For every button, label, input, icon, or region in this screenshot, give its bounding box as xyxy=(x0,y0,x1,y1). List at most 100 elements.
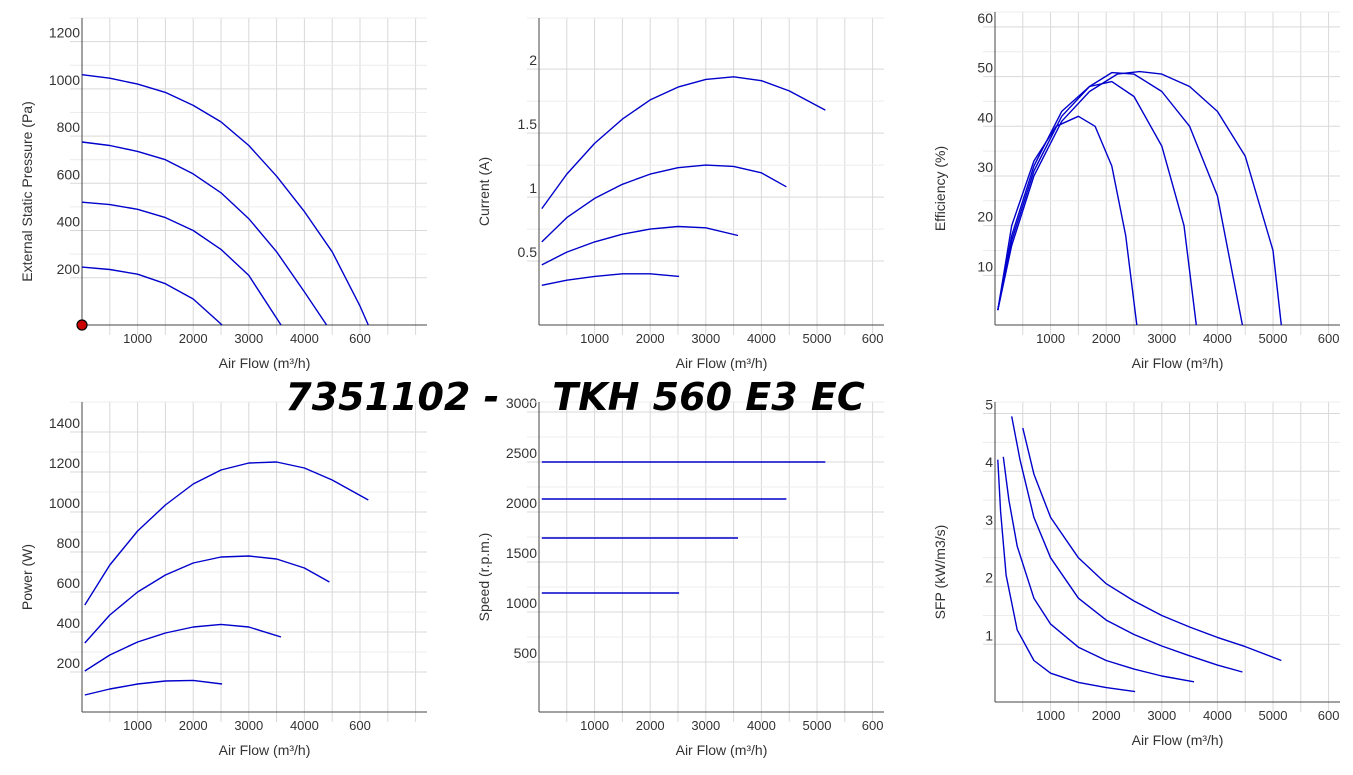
x-tick-label: 1000 xyxy=(123,331,152,346)
x-tick-label: 4000 xyxy=(290,331,319,346)
series-line-1 xyxy=(84,461,369,606)
x-axis-label: Air Flow (m³/h) xyxy=(1132,732,1224,748)
x-tick-label: 1000 xyxy=(580,331,609,346)
x-tick-label: 2000 xyxy=(179,331,208,346)
y-tick-label: 400 xyxy=(57,214,81,230)
y-tick-label: 500 xyxy=(514,645,538,661)
y-axis-label: Efficiency (%) xyxy=(932,146,948,231)
y-axis-label: Speed (r.p.m.) xyxy=(476,533,492,622)
x-tick-label: 4000 xyxy=(1203,331,1232,346)
y-tick-label: 4 xyxy=(985,454,993,470)
product-title: 7351102 - TKH 560 E3 EC xyxy=(285,375,865,419)
series-line-3 xyxy=(997,80,1197,326)
y-tick-label: 3000 xyxy=(506,395,537,411)
series-line-2 xyxy=(84,555,330,644)
y-tick-label: 2500 xyxy=(506,445,537,461)
y-tick-label: 1000 xyxy=(506,595,537,611)
y-tick-label: 2 xyxy=(985,570,993,586)
y-tick-label: 1 xyxy=(985,627,993,643)
y-tick-label: 600 xyxy=(57,575,81,591)
series-line-4 xyxy=(541,273,680,286)
x-tick-label: 3000 xyxy=(1147,708,1176,723)
series-line-3 xyxy=(84,623,282,672)
x-axis-label: Air Flow (m³/h) xyxy=(1132,355,1224,371)
x-tick-label: 3000 xyxy=(234,331,263,346)
x-tick-label: 3000 xyxy=(1147,331,1176,346)
series-line-4 xyxy=(81,266,223,326)
x-tick-label: 2000 xyxy=(1092,708,1121,723)
x-tick-label: 5000 xyxy=(803,331,832,346)
x-axis-label: Air Flow (m³/h) xyxy=(676,355,768,371)
y-tick-label: 800 xyxy=(57,119,81,135)
x-tick-label: 5000 xyxy=(1259,708,1288,723)
y-tick-label: 3 xyxy=(985,512,993,528)
chart-5: 1000 2000 3000 4000 5000 600 500 1000 1500 2000 25… xyxy=(476,395,884,758)
x-tick-label: 3000 xyxy=(234,718,263,733)
x-tick-label: 600 xyxy=(349,718,371,733)
x-tick-label: 600 xyxy=(349,331,371,346)
series-line-4 xyxy=(84,679,223,696)
x-tick-label: 1000 xyxy=(123,718,152,733)
y-tick-label: 1000 xyxy=(49,72,80,88)
x-tick-label: 5000 xyxy=(803,718,832,733)
y-tick-label: 600 xyxy=(57,166,81,182)
x-tick-label: 2000 xyxy=(1092,331,1121,346)
x-tick-label: 600 xyxy=(1318,331,1340,346)
x-tick-label: 600 xyxy=(1318,708,1340,723)
x-tick-label: 4000 xyxy=(290,718,319,733)
series-line-2 xyxy=(1011,416,1243,673)
x-tick-label: 600 xyxy=(862,718,884,733)
x-tick-label: 1000 xyxy=(580,718,609,733)
y-tick-label: 5 xyxy=(985,397,993,413)
x-tick-label: 2000 xyxy=(179,718,208,733)
x-axis-label: Air Flow (m³/h) xyxy=(219,742,311,758)
series-line-3 xyxy=(81,201,282,326)
y-tick-label: 2000 xyxy=(506,495,537,511)
series-line-3 xyxy=(1002,456,1195,683)
y-tick-label: 200 xyxy=(57,655,81,671)
series-line-4 xyxy=(997,459,1136,693)
chart-4: 1000 2000 3000 4000 600 200 400 600 800 1000 1200 1… xyxy=(19,401,427,758)
x-tick-label: 4000 xyxy=(747,331,776,346)
y-axis-label: SFP (kW/m3/s) xyxy=(932,525,948,620)
y-tick-label: 1.5 xyxy=(518,116,538,132)
series-line-4 xyxy=(997,115,1138,326)
y-tick-label: 10 xyxy=(977,258,993,274)
x-axis-label: Air Flow (m³/h) xyxy=(219,355,311,371)
x-tick-label: 2000 xyxy=(636,718,665,733)
chart-6: 1000 2000 3000 4000 5000 600 1 2 3 4 5 Air Flow (m³… xyxy=(932,397,1340,748)
series-line-2 xyxy=(81,141,328,326)
y-tick-label: 20 xyxy=(977,209,993,225)
y-axis-label: External Static Pressure (Pa) xyxy=(19,101,35,282)
y-tick-label: 1500 xyxy=(506,545,537,561)
series-line-3 xyxy=(541,225,739,266)
x-tick-label: 4000 xyxy=(1203,708,1232,723)
y-tick-label: 1200 xyxy=(49,25,80,41)
x-tick-label: 4000 xyxy=(747,718,776,733)
y-tick-label: 1200 xyxy=(49,455,80,471)
x-tick-label: 1000 xyxy=(1036,708,1065,723)
y-tick-label: 60 xyxy=(977,10,993,26)
series-line-1 xyxy=(997,70,1282,326)
chart-1: 1000 2000 3000 4000 600 200 400 600 800 1000 1200 A… xyxy=(19,17,427,371)
x-tick-label: 2000 xyxy=(636,331,665,346)
y-axis-label: Current (A) xyxy=(476,157,492,226)
y-tick-label: 30 xyxy=(977,159,993,175)
chart-2: 1000 2000 3000 4000 5000 600 0.5 1 1.5 2 Air Flow … xyxy=(476,17,884,371)
x-tick-label: 3000 xyxy=(691,718,720,733)
y-tick-label: 1400 xyxy=(49,415,80,431)
y-tick-label: 200 xyxy=(57,261,81,277)
x-tick-label: 1000 xyxy=(1036,331,1065,346)
series-line-1 xyxy=(1022,427,1282,662)
y-tick-label: 400 xyxy=(57,615,81,631)
y-tick-label: 2 xyxy=(529,52,537,68)
x-tick-label: 600 xyxy=(862,331,884,346)
chart-3: 1000 2000 3000 4000 5000 600 10 20 30 40 50 60 Air F… xyxy=(932,10,1340,371)
series-line-1 xyxy=(541,76,826,210)
y-tick-label: 0.5 xyxy=(518,244,538,260)
series-line-2 xyxy=(997,71,1244,326)
series-line-2 xyxy=(541,164,787,243)
y-tick-label: 1 xyxy=(529,180,537,196)
x-tick-label: 3000 xyxy=(691,331,720,346)
